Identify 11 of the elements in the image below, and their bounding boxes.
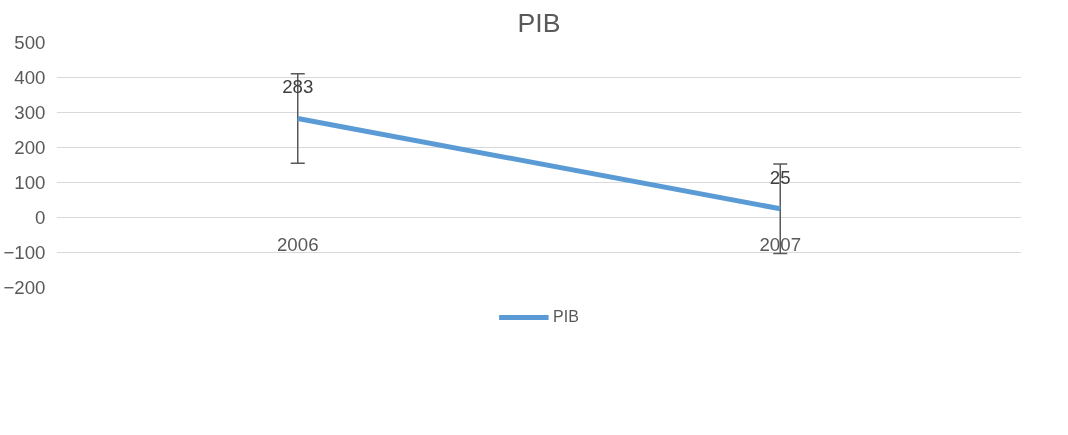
x-tick-label: 2006 [277, 233, 319, 255]
y-tick-label: 0 [35, 207, 46, 228]
y-tick-label: 300 [14, 102, 46, 123]
y-tick-label: 100 [14, 172, 46, 193]
y-tick-label: 400 [14, 67, 46, 88]
y-tick-label: −200 [3, 277, 46, 298]
y-tick-label: 200 [14, 137, 46, 158]
y-tick-label: 500 [14, 32, 46, 53]
y-tick-label: −100 [3, 242, 46, 263]
chart-title: PIB [517, 7, 561, 38]
legend-label: PIB [553, 308, 579, 326]
